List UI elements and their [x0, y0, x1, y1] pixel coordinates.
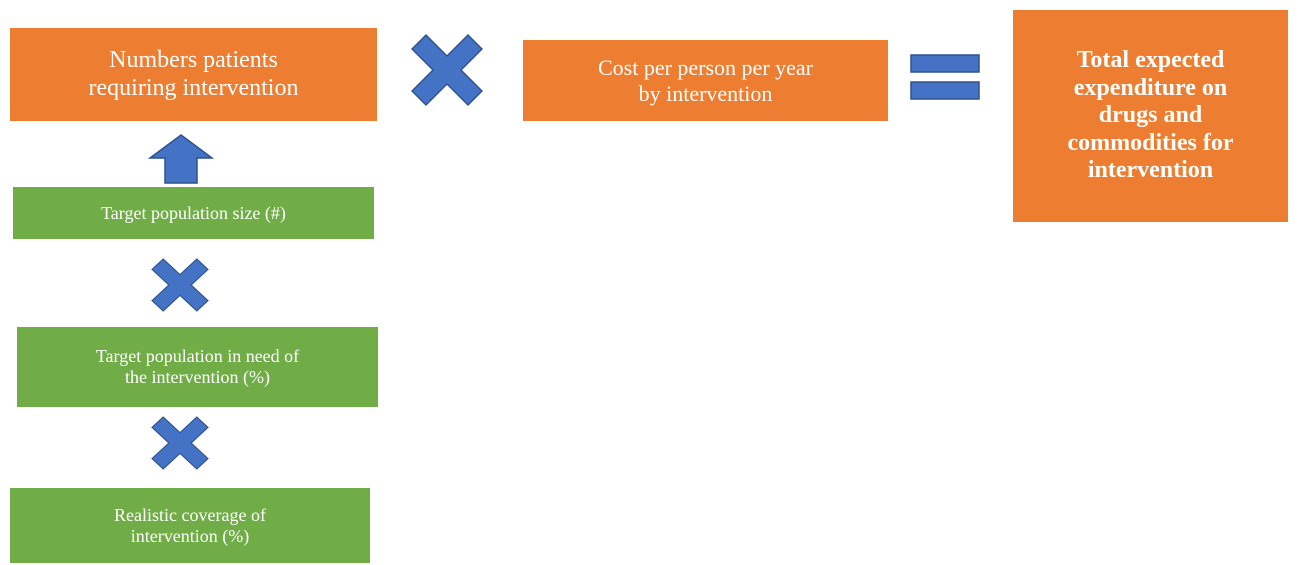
node-box: Realistic coverage of intervention (%): [10, 488, 370, 563]
node-label-line: requiring intervention: [88, 74, 299, 101]
node-label-line: Cost per person per year: [597, 55, 814, 81]
up-arrow: [147, 134, 215, 184]
multiply-icon: [151, 416, 209, 470]
node-label-line: expenditure on: [1073, 74, 1228, 101]
node-box: Cost per person per year by intervention: [523, 40, 888, 121]
node-label-line: commodities for: [1067, 129, 1234, 156]
node-label-line: Realistic coverage of: [114, 504, 266, 525]
node-label-line: Target population in need of: [95, 346, 300, 367]
node-label-line: intervention: [1087, 157, 1214, 184]
node-label-line: Numbers patients: [109, 46, 278, 73]
node-box: Numbers patients requiring intervention: [10, 28, 377, 121]
node-label-line: Target population size (#): [101, 202, 286, 223]
node-box: Target population in need of the interven…: [17, 327, 378, 407]
node-label-line: intervention (%): [130, 525, 250, 546]
node-label-line: by intervention: [638, 80, 773, 106]
multiply-icon: [411, 34, 483, 106]
node-box: Target population size (#): [13, 187, 374, 239]
node-box: Total expected expenditure on drugs and com…: [1013, 10, 1288, 222]
node-label-line: drugs and: [1098, 102, 1203, 129]
multiply-icon: [151, 258, 209, 312]
node-label-line: Total expected: [1076, 47, 1225, 74]
equals-icon: [910, 54, 980, 100]
node-label-line: the intervention (%): [125, 367, 270, 387]
